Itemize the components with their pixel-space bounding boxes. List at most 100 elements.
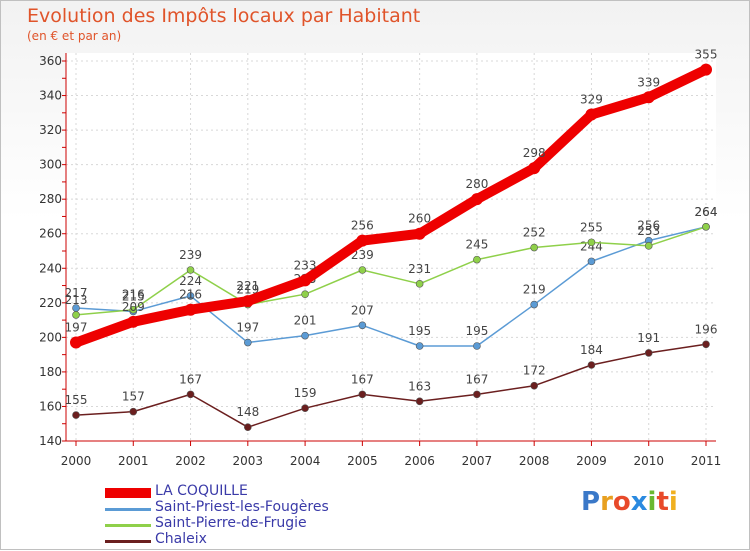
x-tick-label: 2007 [462, 454, 493, 468]
y-tick-label: 140 [39, 434, 62, 448]
data-label-saint-pierre-de-frugie: 252 [523, 226, 546, 240]
data-point-la-coquille [241, 295, 254, 308]
x-tick-label: 2009 [576, 454, 607, 468]
data-label-saint-pierre-de-frugie: 255 [580, 220, 603, 234]
data-label-chaleix: 157 [122, 390, 145, 404]
logo-letter: r [600, 487, 613, 517]
data-point-saint-priest-les-foug-res [186, 292, 195, 300]
logo-letter: i [647, 487, 657, 517]
data-point-saint-priest-les-foug-res [358, 321, 367, 330]
logo-letter: P [581, 487, 601, 517]
x-tick-label: 2003 [233, 454, 264, 468]
x-tick-label: 2006 [404, 454, 435, 468]
data-point-la-coquille [127, 315, 140, 328]
y-tick-label: 280 [39, 192, 62, 206]
data-label-la-coquille: 260 [408, 212, 431, 226]
x-tick-label: 2002 [175, 454, 206, 468]
proxiti-logo: Proxiti [581, 487, 678, 517]
data-point-saint-pierre-de-frugie [415, 280, 424, 288]
data-label-chaleix: 167 [179, 372, 202, 386]
data-label-la-coquille: 209 [122, 300, 145, 314]
data-label-saint-pierre-de-frugie: 239 [179, 248, 202, 262]
data-label-saint-priest-les-foug-res: 195 [408, 324, 431, 338]
y-tick-label: 180 [39, 365, 62, 379]
data-point-saint-pierre-de-frugie [301, 290, 309, 298]
data-label-la-coquille: 197 [65, 321, 88, 335]
data-label-chaleix: 172 [523, 364, 546, 378]
data-point-la-coquille [700, 63, 712, 76]
series-line-la-coquille [71, 64, 711, 348]
x-tick-label: 2004 [290, 454, 321, 468]
data-label-saint-pierre-de-frugie: 239 [351, 248, 374, 262]
data-point-saint-priest-les-foug-res [415, 342, 424, 350]
data-point-saint-pierre-de-frugie [358, 266, 367, 274]
data-label-la-coquille: 280 [465, 177, 488, 191]
data-point-la-coquille [528, 162, 541, 175]
data-point-chaleix [129, 407, 138, 416]
x-tick-label: 2008 [519, 454, 550, 468]
y-tick-label: 240 [39, 261, 62, 275]
data-point-la-coquille [184, 303, 197, 316]
data-label-la-coquille: 329 [580, 93, 603, 107]
legend-swatch [105, 524, 151, 527]
data-label-la-coquille: 233 [294, 258, 317, 272]
data-label-saint-priest-les-foug-res: 224 [179, 274, 202, 288]
legend-swatch [105, 488, 151, 498]
legend-swatch [105, 540, 151, 543]
data-label-la-coquille: 221 [236, 279, 259, 293]
legend-label: LA COQUILLE [155, 483, 248, 499]
chart-title: Evolution des Impôts locaux par Habitant [27, 5, 421, 27]
data-point-chaleix [186, 390, 195, 399]
series-line-chaleix [75, 343, 707, 428]
data-label-chaleix: 167 [465, 372, 488, 386]
data-point-saint-pierre-de-frugie [530, 243, 538, 252]
logo-letter: x [630, 487, 648, 517]
data-point-chaleix [702, 340, 710, 349]
data-label-saint-pierre-de-frugie: 231 [408, 262, 431, 276]
data-point-chaleix [473, 390, 481, 399]
data-point-chaleix [301, 404, 309, 412]
chart-subtitle: (en € et par an) [27, 29, 122, 43]
data-point-la-coquille [413, 227, 426, 240]
data-point-chaleix [415, 397, 424, 406]
data-label-chaleix: 159 [294, 386, 317, 400]
x-tick-label: 2011 [691, 454, 722, 468]
data-point-saint-priest-les-foug-res [587, 257, 596, 266]
data-label-saint-priest-les-foug-res: 201 [294, 314, 317, 328]
data-point-saint-pierre-de-frugie [587, 238, 596, 247]
data-point-saint-pierre-de-frugie [129, 305, 138, 314]
logo-letter: o [612, 487, 631, 517]
x-tick-label: 2001 [118, 454, 149, 468]
data-label-saint-priest-les-foug-res: 217 [65, 286, 88, 300]
logo-letter: i [668, 487, 678, 517]
data-point-saint-pierre-de-frugie [702, 223, 710, 231]
data-label-la-coquille: 298 [523, 146, 546, 160]
y-tick-label: 300 [39, 158, 62, 172]
y-tick-label: 160 [39, 399, 62, 413]
data-label-saint-priest-les-foug-res: 219 [523, 283, 546, 297]
data-point-chaleix [244, 423, 252, 431]
y-tick-label: 360 [39, 54, 62, 68]
x-tick-label: 2005 [347, 454, 378, 468]
logo-letter: t [656, 487, 669, 517]
data-label-saint-pierre-de-frugie: 216 [122, 288, 145, 302]
data-label-saint-pierre-de-frugie: 245 [465, 238, 488, 252]
data-label-saint-pierre-de-frugie: 219 [236, 283, 259, 297]
data-label-chaleix: 196 [695, 322, 718, 336]
data-label-saint-pierre-de-frugie: 253 [637, 224, 660, 238]
data-label-saint-priest-les-foug-res: 256 [637, 219, 660, 233]
data-label-saint-priest-les-foug-res: 195 [465, 324, 488, 338]
data-label-la-coquille: 216 [179, 288, 202, 302]
data-point-saint-priest-les-foug-res [301, 331, 309, 340]
data-point-la-coquille [356, 234, 369, 247]
data-point-saint-pierre-de-frugie [186, 266, 195, 274]
data-label-chaleix: 191 [637, 331, 660, 345]
data-label-chaleix: 184 [580, 343, 603, 357]
data-label-saint-pierre-de-frugie: 213 [65, 293, 88, 307]
legend-label: Saint-Pierre-de-Frugie [155, 515, 307, 531]
data-point-la-coquille [585, 108, 598, 121]
data-label-saint-priest-les-foug-res: 215 [122, 289, 145, 303]
data-label-la-coquille: 256 [351, 219, 374, 233]
